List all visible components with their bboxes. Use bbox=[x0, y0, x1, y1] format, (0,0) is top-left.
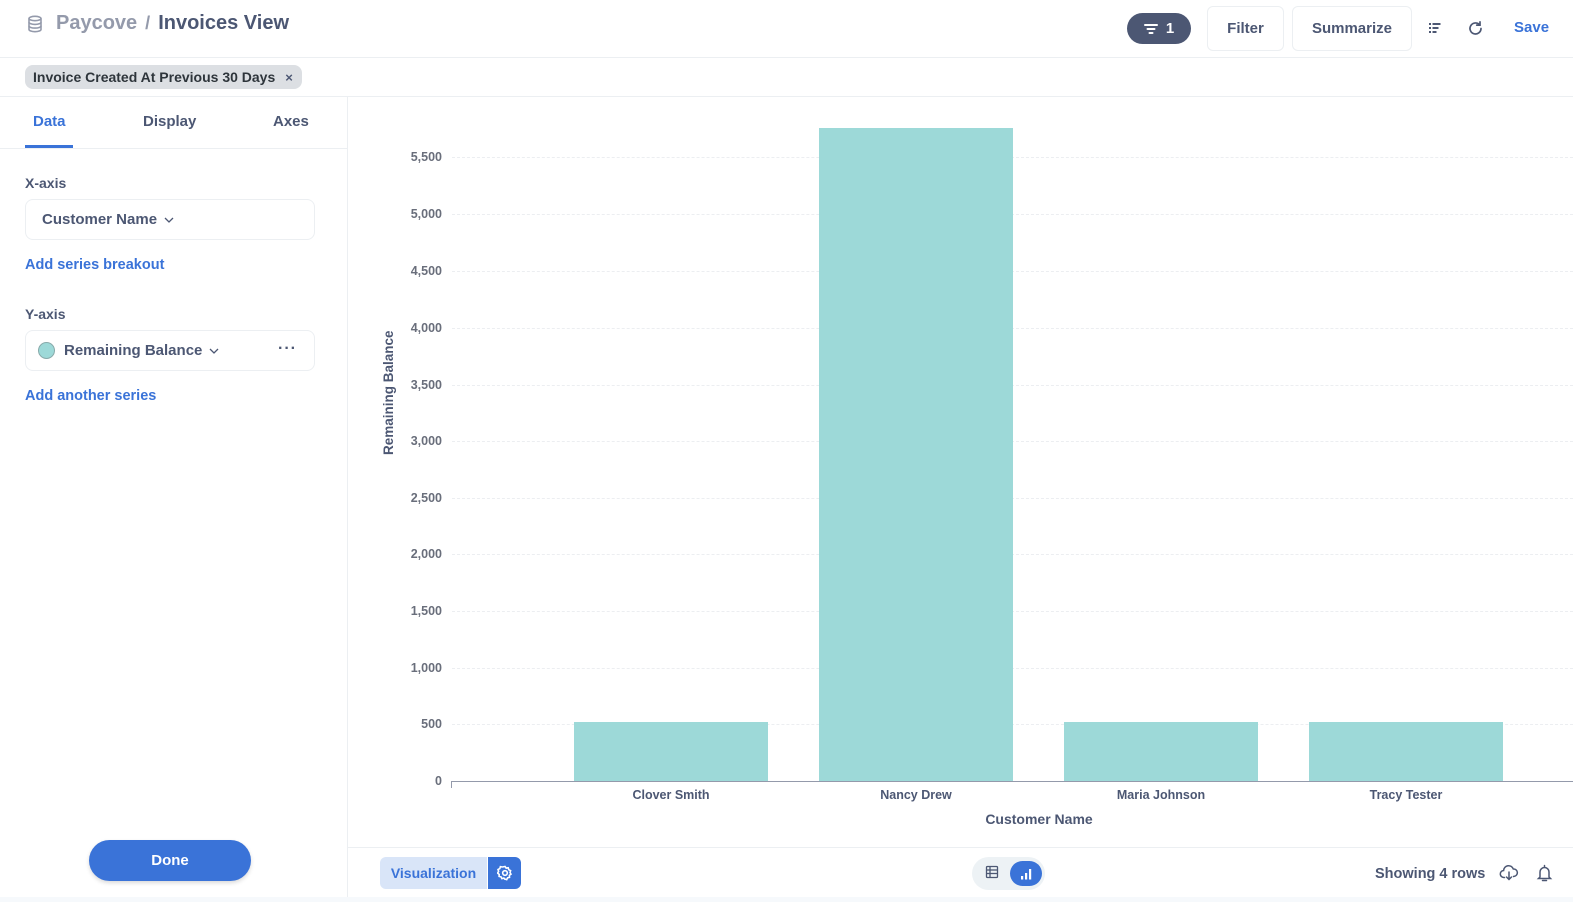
breadcrumb-collection[interactable]: Paycove bbox=[56, 12, 138, 34]
bar-nancy-drew[interactable] bbox=[819, 128, 1013, 781]
y-tick: 2,500 bbox=[410, 491, 442, 505]
filter-chip-label: Invoice Created At Previous 30 Days bbox=[33, 69, 276, 85]
breadcrumb: Paycove / Invoices View bbox=[26, 12, 289, 35]
y-tick: 3,000 bbox=[410, 434, 442, 448]
y-tick: 4,500 bbox=[410, 264, 442, 278]
table-view-button[interactable] bbox=[985, 865, 999, 884]
x-tick-label: Maria Johnson bbox=[1116, 788, 1206, 802]
x-tick-label: Clover Smith bbox=[632, 788, 710, 802]
x-axis-title: Customer Name bbox=[985, 811, 1093, 827]
x-tick-label: Nancy Drew bbox=[880, 788, 952, 802]
filter-bar: Invoice Created At Previous 30 Days × bbox=[0, 58, 1573, 97]
settings-tabs: Data Display Axes bbox=[0, 97, 347, 149]
list-icon bbox=[1429, 23, 1441, 33]
filter-count: 1 bbox=[1165, 20, 1175, 37]
bell-icon bbox=[1536, 864, 1553, 882]
chart-view-button[interactable] bbox=[1010, 861, 1042, 886]
x-axis-label: X-axis bbox=[25, 175, 67, 191]
page-title: Invoices View bbox=[158, 12, 289, 34]
notebook-editor-button[interactable] bbox=[1426, 19, 1444, 37]
chart-settings-button[interactable] bbox=[488, 857, 521, 889]
x-axis-tick bbox=[451, 781, 452, 788]
alert-button[interactable] bbox=[1536, 864, 1553, 887]
filter-chip[interactable]: Invoice Created At Previous 30 Days × bbox=[25, 65, 302, 89]
chevron-down-icon bbox=[164, 217, 174, 223]
add-series-breakout-link[interactable]: Add series breakout bbox=[25, 257, 165, 273]
y-axis-field-select[interactable]: Remaining Balance ··· bbox=[25, 330, 315, 371]
active-tab-indicator bbox=[25, 145, 73, 148]
x-axis-line bbox=[451, 781, 1573, 782]
x-tick-label: Tracy Tester bbox=[1369, 788, 1443, 802]
breadcrumb-separator: / bbox=[145, 13, 151, 33]
chevron-down-icon bbox=[209, 348, 219, 354]
x-axis-field-value: Customer Name bbox=[42, 211, 158, 228]
series-color-swatch[interactable] bbox=[38, 342, 55, 359]
summarize-button[interactable]: Summarize bbox=[1292, 6, 1412, 51]
database-icon bbox=[28, 14, 42, 33]
gear-icon bbox=[496, 865, 512, 881]
y-axis-label: Y-axis bbox=[25, 306, 66, 322]
y-tick: 1,000 bbox=[410, 661, 442, 675]
bar-tracy-tester[interactable] bbox=[1309, 722, 1503, 781]
view-toggle bbox=[972, 857, 1045, 890]
footer-bar: Visualization Showing 4 rows bbox=[348, 847, 1573, 902]
refresh-button[interactable] bbox=[1466, 19, 1484, 37]
y-tick: 0 bbox=[435, 774, 442, 788]
refresh-icon bbox=[1468, 20, 1482, 35]
more-options-icon[interactable]: ··· bbox=[278, 340, 297, 357]
bar-maria-johnson[interactable] bbox=[1064, 722, 1258, 781]
y-tick: 1,500 bbox=[410, 604, 442, 618]
tab-axes[interactable]: Axes bbox=[273, 113, 309, 130]
y-tick: 4,000 bbox=[410, 321, 442, 335]
y-axis-field-value: Remaining Balance bbox=[64, 342, 203, 359]
done-button[interactable]: Done bbox=[89, 840, 251, 881]
y-tick: 500 bbox=[421, 717, 442, 731]
x-axis-field-select[interactable]: Customer Name bbox=[25, 199, 315, 240]
y-tick: 5,000 bbox=[410, 207, 442, 221]
settings-sidebar: Data Display Axes X-axis Customer Name A… bbox=[0, 97, 348, 902]
cloud-download-icon bbox=[1499, 865, 1519, 881]
bar-clover-smith[interactable] bbox=[574, 722, 768, 781]
y-tick: 3,500 bbox=[410, 378, 442, 392]
tab-data[interactable]: Data bbox=[33, 113, 66, 130]
filter-icon bbox=[1143, 23, 1158, 34]
table-icon bbox=[985, 865, 999, 879]
close-icon[interactable]: × bbox=[285, 69, 293, 85]
row-count: Showing 4 rows bbox=[1375, 866, 1486, 882]
bar-chart-icon bbox=[1021, 868, 1032, 879]
y-tick: 5,500 bbox=[410, 150, 442, 164]
filter-button[interactable]: Filter bbox=[1207, 6, 1284, 51]
bar-chart: Remaining Balance 0 500 1,000 1,500 2,00… bbox=[348, 97, 1573, 847]
bottom-strip bbox=[0, 897, 1573, 902]
header: Paycove / Invoices View 1 Filter Summari… bbox=[0, 0, 1573, 58]
tab-display[interactable]: Display bbox=[143, 113, 197, 130]
visualization-button[interactable]: Visualization bbox=[380, 857, 487, 889]
save-button[interactable]: Save bbox=[1514, 19, 1550, 36]
filter-count-button[interactable]: 1 bbox=[1127, 13, 1191, 44]
y-tick: 2,000 bbox=[410, 547, 442, 561]
download-button[interactable] bbox=[1499, 864, 1519, 887]
add-another-series-link[interactable]: Add another series bbox=[25, 388, 157, 404]
